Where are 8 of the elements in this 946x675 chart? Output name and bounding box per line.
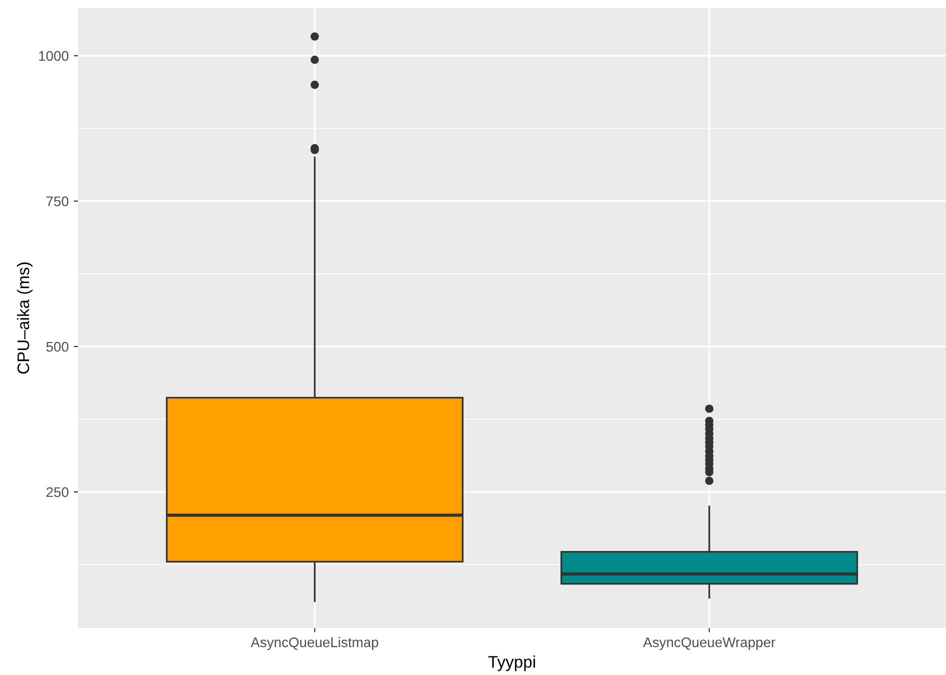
x-tick-label: AsyncQueueListmap [250, 637, 378, 650]
y-tick-label: 750 [46, 196, 68, 206]
y-tick-label: 250 [46, 487, 68, 498]
y-tick-label: 1000 [39, 51, 68, 61]
x-axis-title: Tyyppi [488, 656, 535, 672]
y-axis-title: CPU–aika (ms) [16, 262, 33, 374]
y-tick-label: 500 [46, 342, 68, 352]
x-tick-label: AsyncQueueWrapper [643, 637, 776, 650]
